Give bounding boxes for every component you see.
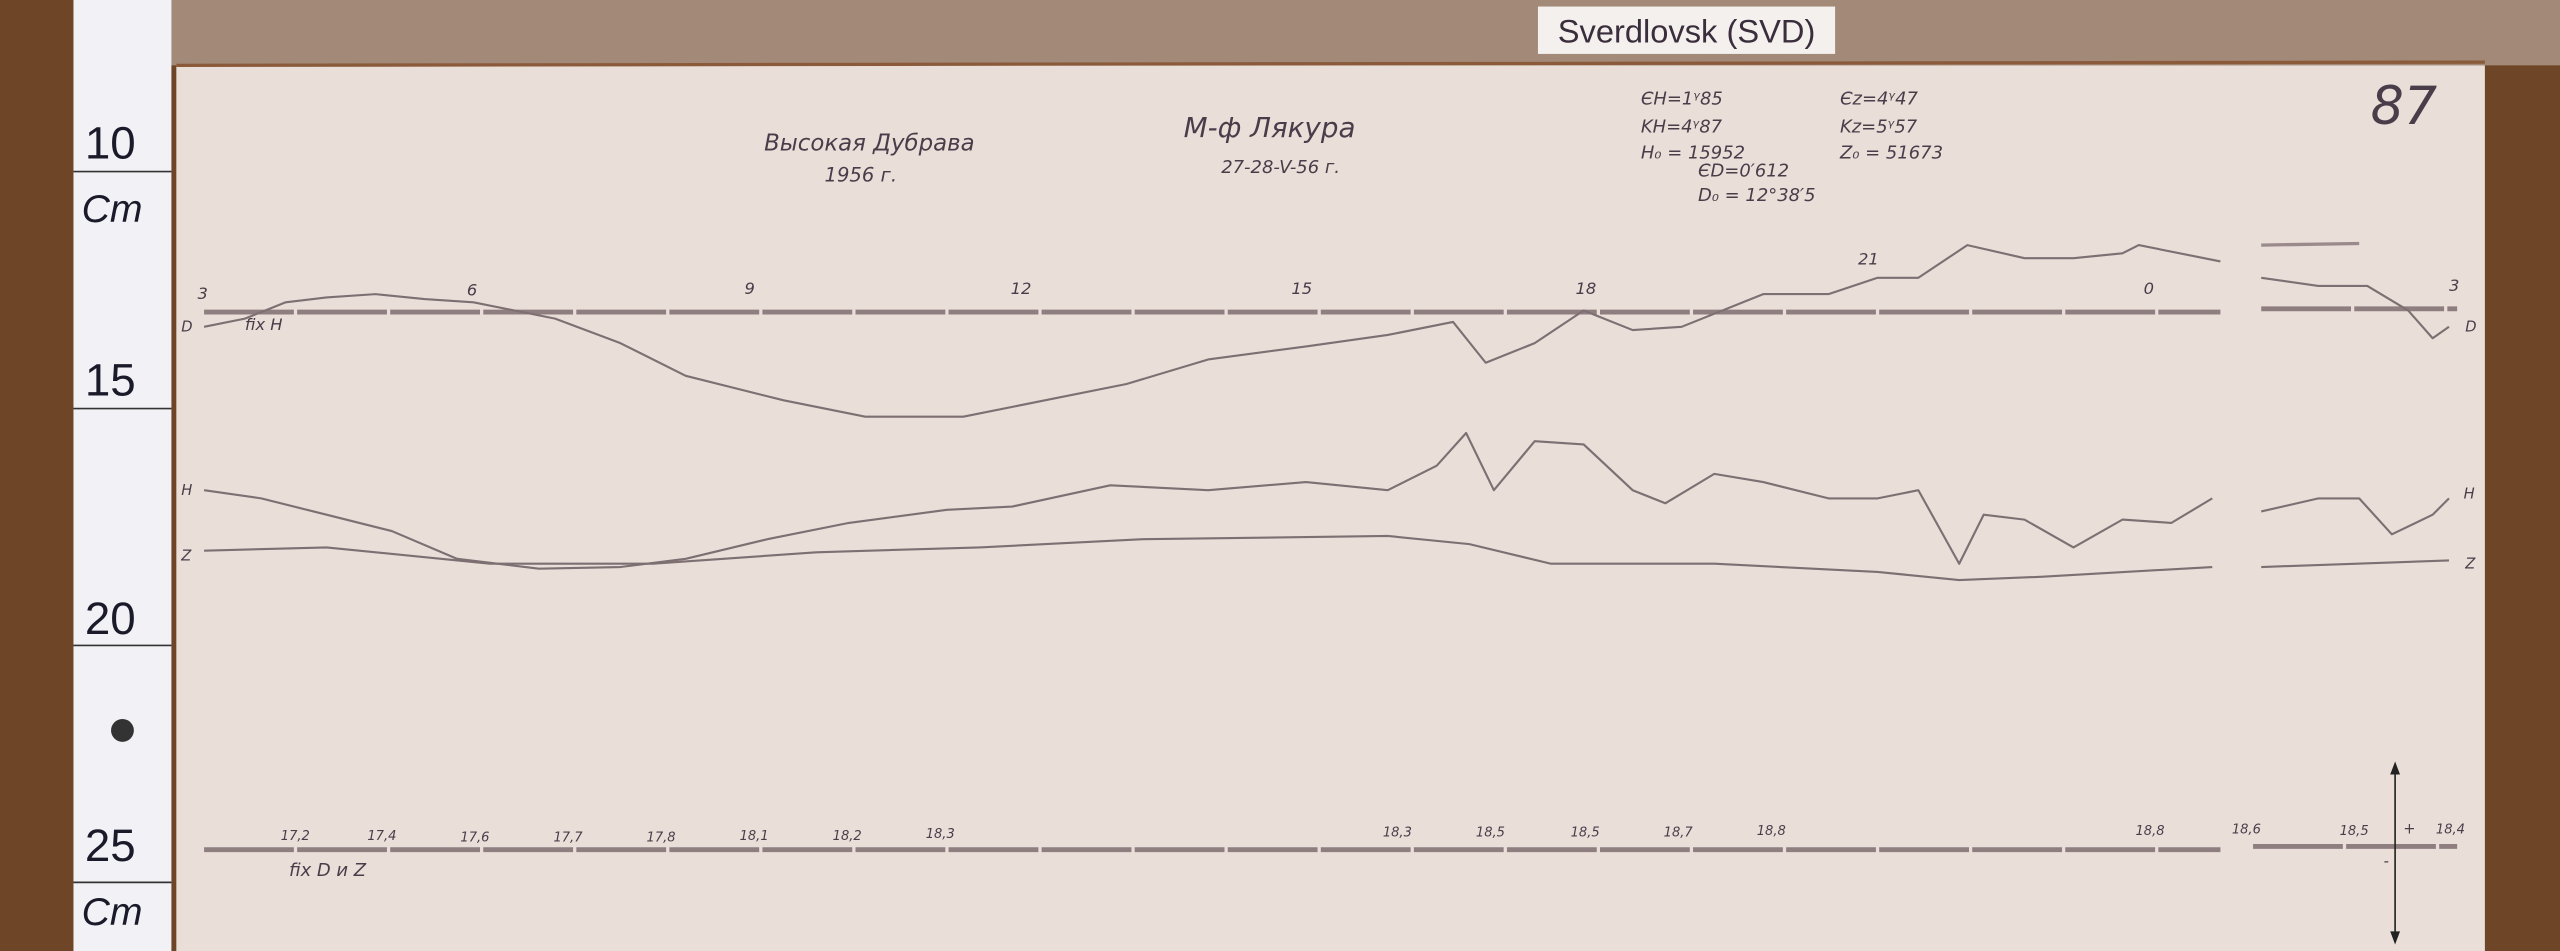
label-card [1537, 6, 1836, 54]
param-z0: Z₀ = 51673 [1839, 142, 1943, 163]
plus-sign: + [2403, 820, 2415, 837]
bottom-value: 17,7 [553, 831, 583, 846]
bottom-value: 18,3 [1383, 826, 1412, 841]
station-year: 1956 г. [824, 163, 897, 186]
d-curve [2261, 276, 2450, 340]
ruler-mark: 15 [85, 354, 136, 405]
d-curve [203, 244, 2221, 418]
param-eh: ЄH=1ᵞ85 [1641, 89, 1723, 110]
hour-label: 6 [467, 281, 477, 300]
curve-label-d: D [2465, 319, 2476, 336]
bottom-values: 17,2 17,4 17,6 17,7 17,8 18,1 18,2 18,3 … [281, 822, 2465, 845]
bottom-value: 18,8 [1757, 824, 1786, 839]
magnetometer-name: М-ф Лякура [1184, 111, 1356, 144]
param-ez: Єz=4ᵞ47 [1840, 89, 1919, 110]
glass-strip [163, 0, 2560, 66]
bottom-value: 17,8 [647, 831, 676, 846]
bottom-value: 18,5 [2340, 824, 2369, 839]
ruler-mark: 20 [85, 593, 136, 644]
bottom-value: 18,4 [2436, 822, 2465, 837]
param-kh: KH=4ᵞ87 [1641, 116, 1723, 137]
hour-label: 21 [1858, 250, 1879, 269]
ruler-mark: 25 [85, 820, 136, 871]
param-kz: Kz=5ᵞ57 [1840, 116, 1918, 137]
param-ed: ЄD=0′612 [1698, 160, 1789, 181]
bottom-value: 18,2 [833, 829, 862, 844]
top-baseline-offset [2261, 241, 2360, 247]
magnetogram-sheet [176, 65, 2485, 951]
sheet-edge [176, 60, 2485, 67]
param-d0: D₀ = 12°38′5 [1698, 185, 1816, 206]
record-dates: 27-28-V-56 г. [1221, 157, 1340, 178]
minus-sign: - [2384, 853, 2389, 870]
bottom-value: 18,7 [1664, 826, 1694, 841]
z-curve [2261, 559, 2450, 569]
h-curve [203, 431, 2213, 570]
bottom-value: 18,6 [2232, 822, 2261, 837]
hour-label: 9 [744, 279, 754, 298]
hour-label: 0 [2144, 279, 2154, 298]
sheet-number: 87 [2371, 76, 2437, 137]
bottom-value: 18,5 [1571, 826, 1600, 841]
hour-label: 12 [1011, 279, 1032, 298]
bottom-value: 18,8 [2136, 824, 2165, 839]
label-card-text: Sverdlovsk (SVD) [1558, 12, 1816, 49]
ruler-unit: Cm [82, 891, 143, 934]
calibration-params: ЄH=1ᵞ85 Єz=4ᵞ47 KH=4ᵞ87 Kz=5ᵞ57 H₀ = 159… [1641, 89, 1943, 206]
curve-label-z: Z [2464, 556, 2476, 573]
curve-label-h: H [2464, 485, 2475, 502]
hour-label: 18 [1576, 279, 1597, 298]
fix-dz-note: fix D и Z [289, 860, 367, 881]
bottom-value: 17,4 [367, 829, 396, 844]
hour-labels: 3 6 9 12 15 18 21 0 3 [198, 250, 2460, 303]
curve-label-h: H [181, 482, 192, 499]
h-curve [2260, 497, 2450, 536]
bottom-value: 17,2 [281, 829, 310, 844]
hour-label: 15 [1291, 279, 1312, 298]
bottom-value: 18,3 [926, 827, 955, 842]
hour-label: 3 [198, 284, 208, 303]
fix-h-note: fix H [245, 315, 283, 334]
curve-label-z: Z [180, 547, 192, 564]
station-name: Высокая Дубрава [764, 130, 975, 156]
scale-arrow: + - [2384, 761, 2416, 945]
bottom-value: 17,6 [460, 831, 489, 846]
ruler: 10 Cm 15 20 25 Cm [73, 0, 172, 951]
ruler-unit: Cm [82, 188, 143, 231]
param-h0: H₀ = 15952 [1641, 142, 1745, 163]
bottom-value: 18,1 [740, 829, 769, 844]
curve-label-d: D [181, 319, 192, 336]
ruler-mark: 10 [85, 117, 136, 168]
hour-label: 3 [2449, 276, 2459, 295]
bottom-value: 18,5 [1476, 826, 1505, 841]
z-curve [204, 534, 2213, 582]
